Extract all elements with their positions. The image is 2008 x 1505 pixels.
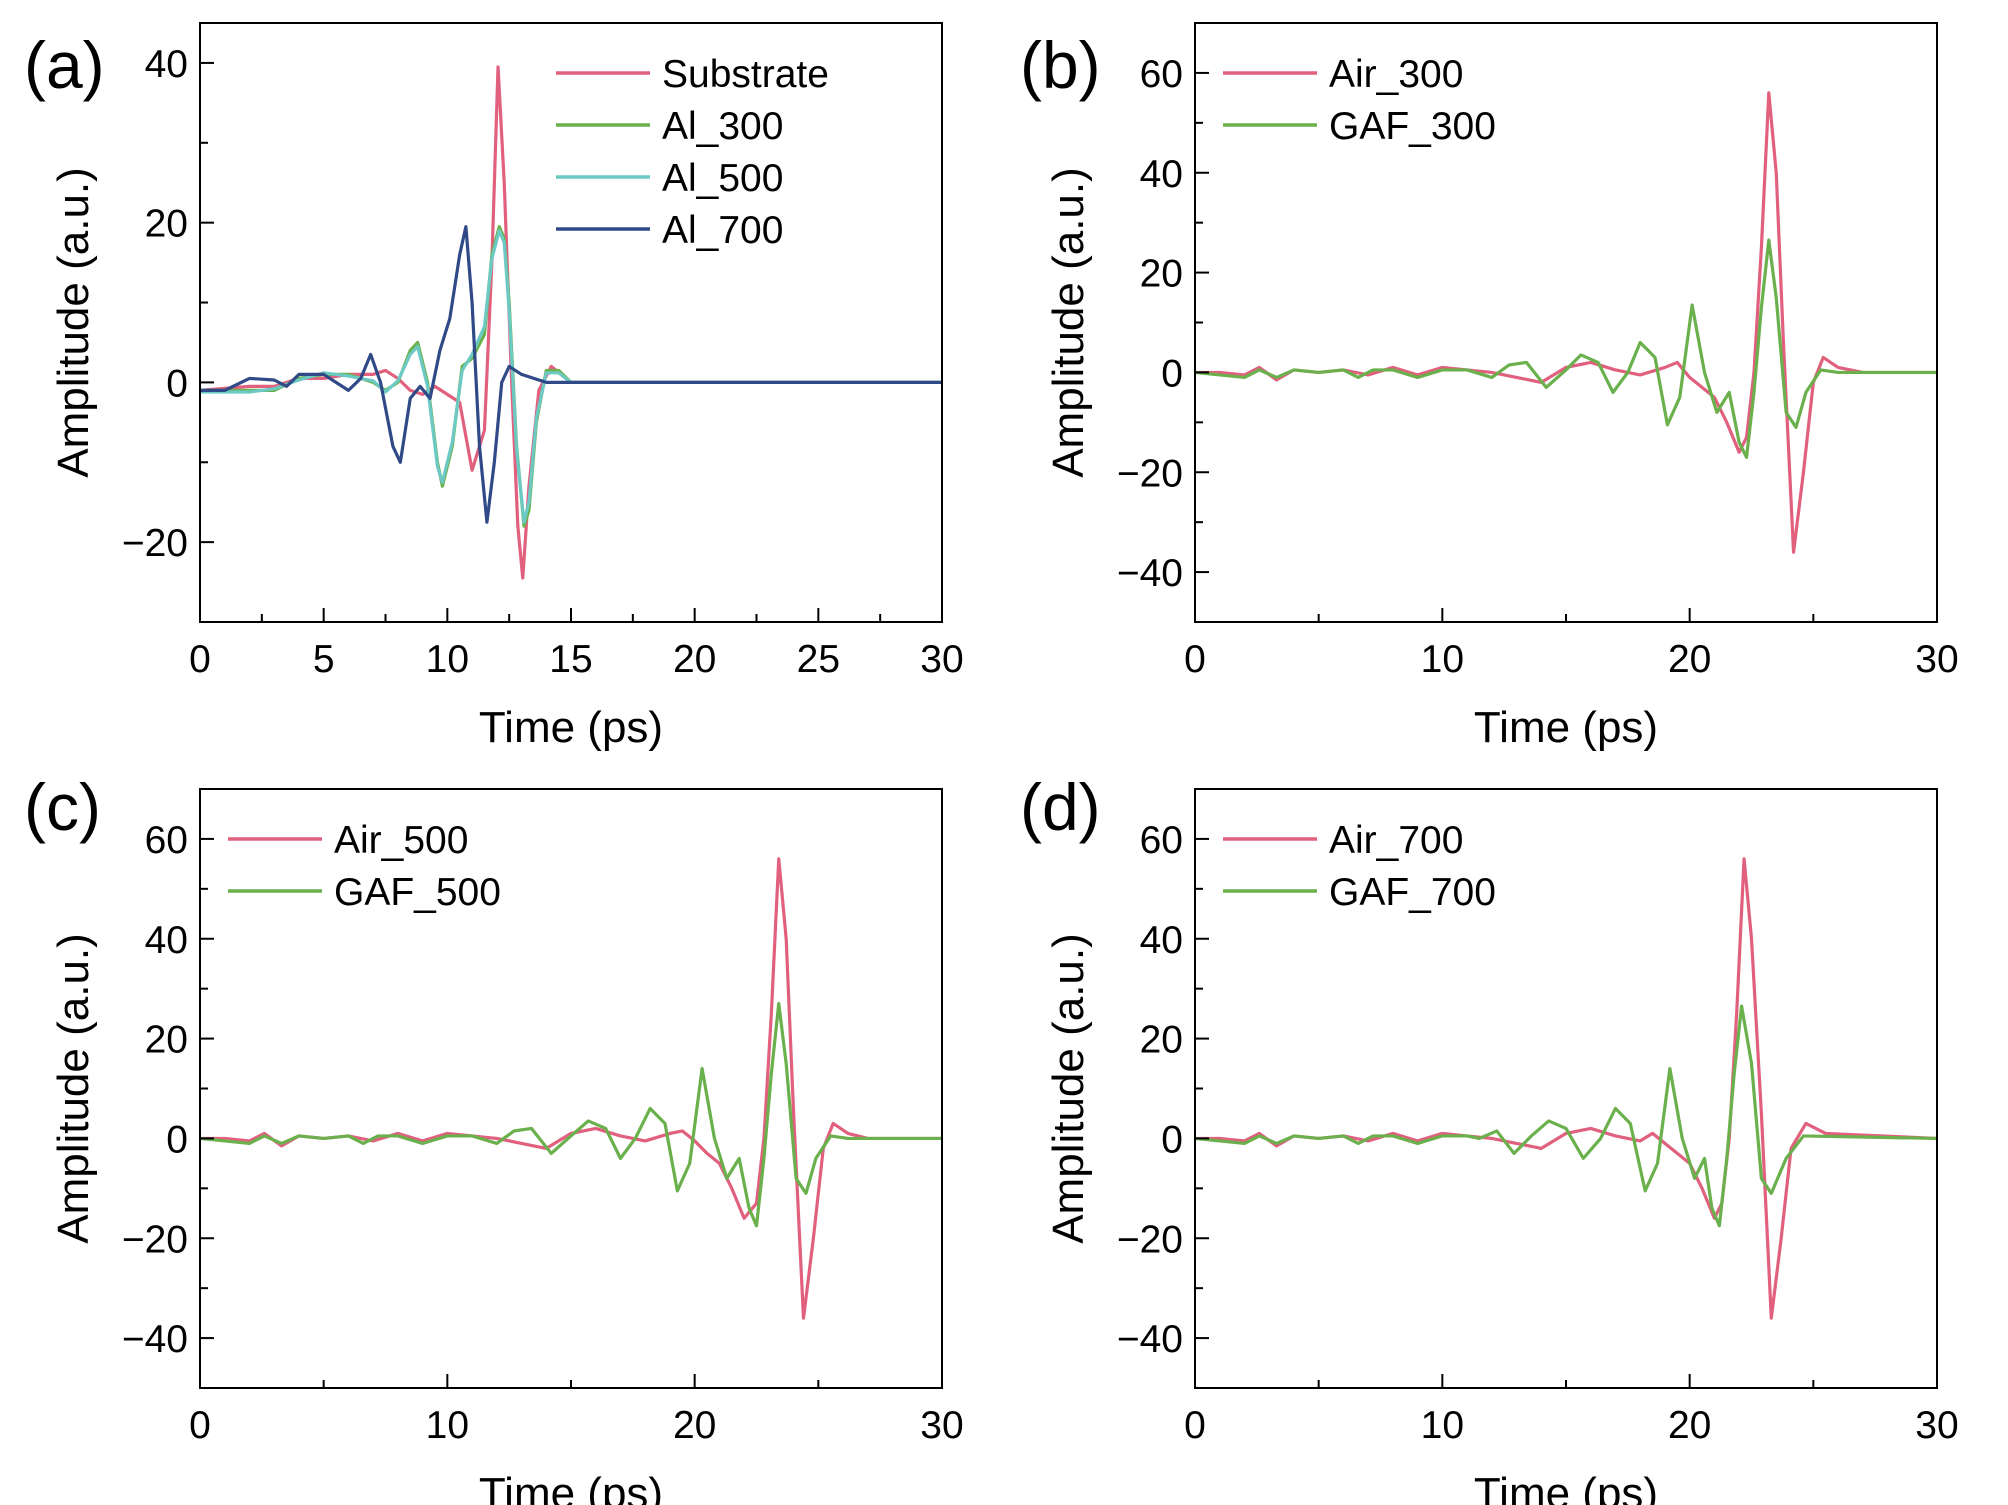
series-line-substrate xyxy=(200,65,942,580)
legend-label: Substrate xyxy=(662,53,829,96)
panel-d: 0 10 20 30 −40 −20 0 20 40 60 Time (ps) Amplitude (… xyxy=(1020,770,1959,1505)
y-axis-label: Amplitude (a.u.) xyxy=(1044,933,1093,1244)
y-axis-label: Amplitude (a.u.) xyxy=(1044,167,1093,478)
x-tick-label: 30 xyxy=(920,638,963,681)
legend-label: Air_500 xyxy=(334,819,468,862)
x-tick-label: 25 xyxy=(797,638,840,681)
x-axis-label: Time (ps) xyxy=(479,1469,663,1505)
series-line-al_500 xyxy=(200,229,942,524)
y-tick-label: 20 xyxy=(1140,253,1183,296)
series-line-air_700 xyxy=(1195,857,1937,1320)
panel-b: 0 10 20 30 −40 −20 0 20 40 60 Time (ps) Amplitude (… xyxy=(1020,22,1959,752)
x-tick-label: 30 xyxy=(920,1404,963,1447)
x-tick-label: 0 xyxy=(189,1404,211,1447)
y-tick-label: 20 xyxy=(145,203,188,246)
y-tick-label: 20 xyxy=(145,1019,188,1062)
legend-label: GAF_300 xyxy=(1329,105,1496,148)
panel-label: (a) xyxy=(24,28,105,102)
y-tick-label: 40 xyxy=(1140,153,1183,196)
x-tick-label: 20 xyxy=(1668,1404,1711,1447)
series-line-gaf_300 xyxy=(1195,238,1937,459)
y-tick-label: 20 xyxy=(1140,1019,1183,1062)
series-line-gaf_700 xyxy=(1195,1004,1937,1228)
x-tick-label: 30 xyxy=(1915,1404,1958,1447)
legend-label: Air_700 xyxy=(1329,819,1463,862)
panel-label: (c) xyxy=(24,770,101,844)
legend-label: Al_300 xyxy=(662,105,783,148)
y-tick-label: −20 xyxy=(1117,1218,1183,1261)
x-tick-label: 5 xyxy=(313,638,335,681)
y-tick-label: −20 xyxy=(1117,452,1183,495)
y-tick-label: −20 xyxy=(122,522,188,565)
x-axis-label: Time (ps) xyxy=(479,703,663,752)
panel-label: (b) xyxy=(1020,28,1101,102)
x-tick-label: 30 xyxy=(1915,638,1958,681)
y-tick-label: −40 xyxy=(1117,1318,1183,1361)
panel-c: 0 10 20 30 −40 −20 0 20 40 60 Time (ps) Amplitude (… xyxy=(24,770,964,1505)
plot-frame xyxy=(1194,22,1938,623)
plot-frame xyxy=(199,788,943,1389)
series-line-air_300 xyxy=(1195,91,1937,554)
y-tick-label: −20 xyxy=(122,1218,188,1261)
series-line-gaf_500 xyxy=(200,1002,942,1228)
y-tick-label: 40 xyxy=(1140,919,1183,962)
y-tick-label: 60 xyxy=(145,819,188,862)
y-tick-label: 40 xyxy=(145,919,188,962)
y-tick-label: 0 xyxy=(166,1118,188,1161)
legend-label: GAF_500 xyxy=(334,871,501,914)
x-tick-label: 0 xyxy=(1184,638,1206,681)
panel-label: (d) xyxy=(1020,770,1101,844)
y-tick-label: −40 xyxy=(1117,552,1183,595)
x-tick-label: 20 xyxy=(673,638,716,681)
y-tick-label: 0 xyxy=(166,362,188,405)
series-line-air_500 xyxy=(200,857,942,1320)
x-tick-label: 0 xyxy=(189,638,211,681)
x-axis-label: Time (ps) xyxy=(1474,1469,1658,1505)
legend-label: GAF_700 xyxy=(1329,871,1496,914)
x-axis-label: Time (ps) xyxy=(1474,703,1658,752)
x-tick-label: 10 xyxy=(426,638,469,681)
y-tick-label: 40 xyxy=(145,43,188,86)
x-tick-label: 0 xyxy=(1184,1404,1206,1447)
x-tick-label: 10 xyxy=(1421,1404,1464,1447)
legend-label: Air_300 xyxy=(1329,53,1463,96)
plot-frame xyxy=(199,22,943,623)
x-tick-label: 20 xyxy=(1668,638,1711,681)
y-tick-label: 60 xyxy=(1140,53,1183,96)
plot-frame xyxy=(1194,788,1938,1389)
y-axis-label: Amplitude (a.u.) xyxy=(49,933,98,1244)
x-tick-label: 20 xyxy=(673,1404,716,1447)
series-line-al_700 xyxy=(200,225,942,524)
x-tick-label: 15 xyxy=(549,638,592,681)
y-axis-label: Amplitude (a.u.) xyxy=(49,167,98,478)
y-tick-label: 0 xyxy=(1161,1118,1183,1161)
y-tick-label: 60 xyxy=(1140,819,1183,862)
legend-label: Al_700 xyxy=(662,209,783,252)
x-tick-label: 10 xyxy=(426,1404,469,1447)
y-tick-label: −40 xyxy=(122,1318,188,1361)
legend-label: Al_500 xyxy=(662,157,783,200)
y-tick-label: 0 xyxy=(1161,352,1183,395)
panel-a: 0 5 10 15 20 25 30 −20 0 20 40 Time (ps) Amplitude (… xyxy=(24,22,964,752)
x-tick-label: 10 xyxy=(1421,638,1464,681)
